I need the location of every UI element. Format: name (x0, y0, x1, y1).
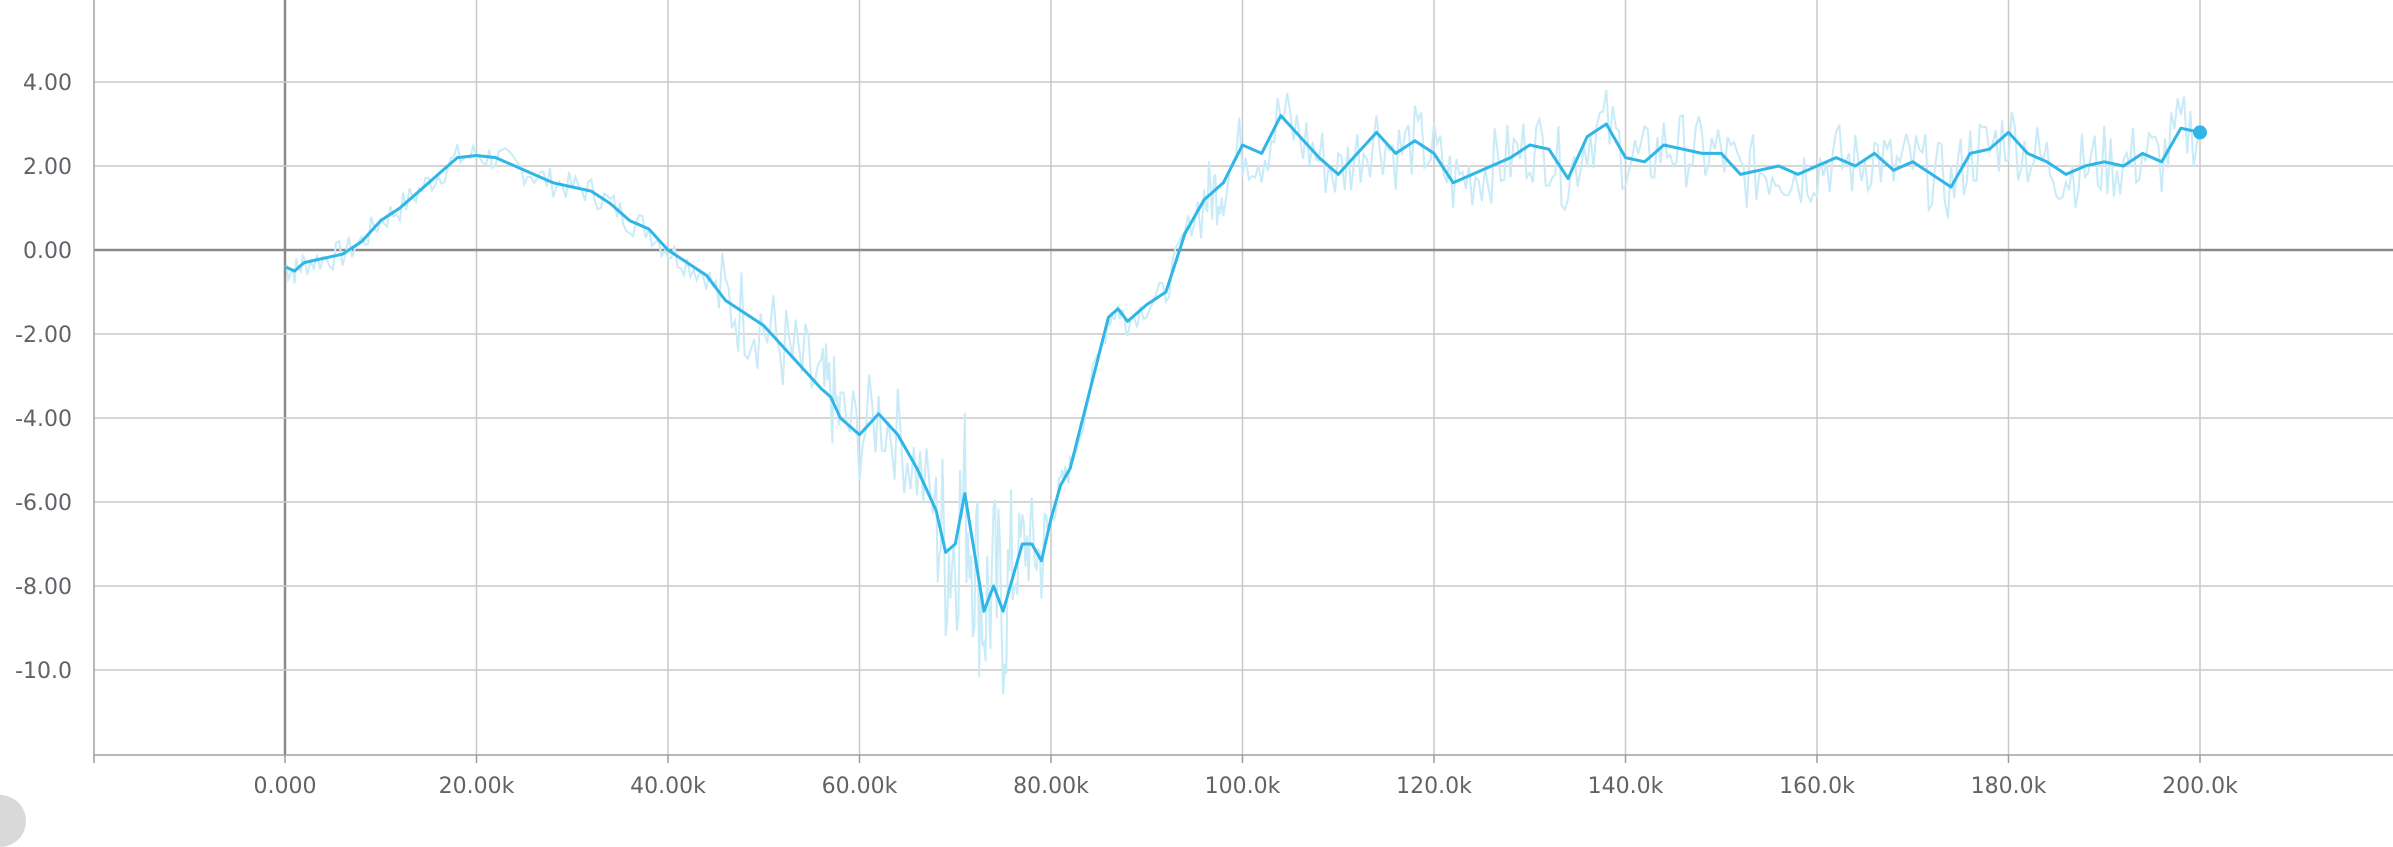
y-tick-label: 0.00 (23, 239, 72, 264)
y-tick-label: 4.00 (23, 71, 72, 96)
x-tick-label: 100.0k (1205, 774, 1281, 799)
smoothed-series-layer (285, 116, 2207, 612)
line-chart: 0.000 20.00k 40.00k 60.00k 80.00k 100.0k 120.0… (0, 0, 2393, 813)
x-tick-label: 60.00k (822, 774, 898, 799)
axes (94, 0, 2393, 763)
x-tick-label: 140.0k (1588, 774, 1664, 799)
y-tick-label: 2.00 (23, 155, 72, 180)
y-tick-label: -10.0 (15, 659, 72, 684)
x-tick-label: 20.00k (439, 774, 515, 799)
last-point-marker[interactable] (2193, 125, 2207, 139)
x-tick-labels: 0.000 20.00k 40.00k 60.00k 80.00k 100.0k 120.0… (254, 774, 2239, 799)
y-tick-label: -6.00 (15, 491, 72, 516)
y-tick-label: -4.00 (15, 407, 72, 432)
x-tick-label: 180.0k (1971, 774, 2047, 799)
x-tick-label: 80.00k (1013, 774, 1089, 799)
y-tick-labels: 4.00 2.00 0.00 -2.00 -4.00 -6.00 -8.00 -10.0 (15, 71, 72, 684)
x-tick-label: 120.0k (1396, 774, 1472, 799)
vertical-gridlines (285, 0, 2200, 755)
x-tick-label: 200.0k (2162, 774, 2238, 799)
x-tick-label: 160.0k (1779, 774, 1855, 799)
y-tick-label: -2.00 (15, 323, 72, 348)
y-tick-label: -8.00 (15, 575, 72, 600)
x-tick-label: 0.000 (254, 774, 317, 799)
x-tick-label: 40.00k (630, 774, 706, 799)
